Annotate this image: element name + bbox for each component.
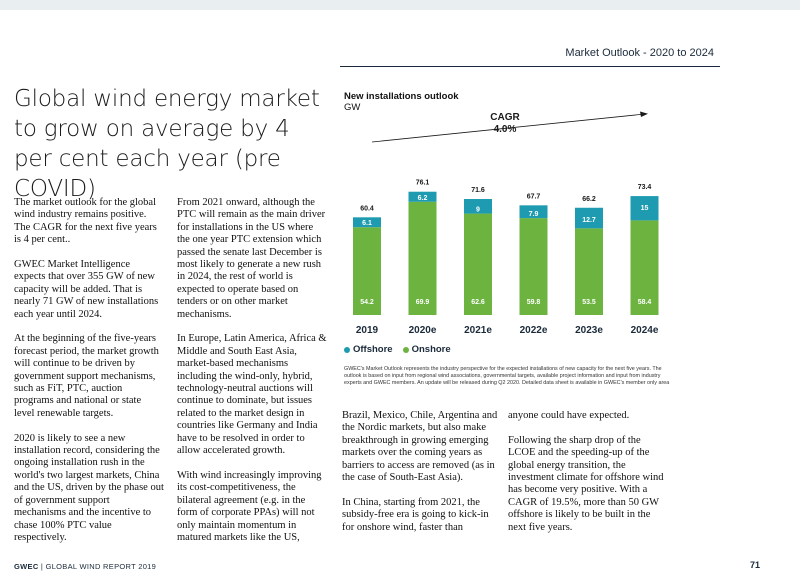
bar-onshore [353,227,381,315]
legend-label-onshore: Onshore [411,344,451,355]
section-rule [340,66,720,67]
data-label-total: 60.4 [360,205,374,212]
chart-unit: GW [344,102,361,113]
bar-group: 54.2 6.1 60.4 2019 69.9 6.2 76.1 2020e 62.6 9 71.6… [353,180,659,336]
onshore-swatch-icon [402,346,409,353]
chart-legend: Offshore Onshore [344,344,451,355]
data-label-offshore: 15 [641,205,649,212]
x-tick-label: 2020e [409,325,437,336]
text-column-4: anyone could have expected. Following th… [508,410,668,546]
data-label-total: 67.7 [527,193,541,200]
bar-onshore [519,218,548,315]
x-tick-label: 2019 [356,325,379,336]
bar-onshore [575,228,603,315]
data-label-offshore: 9 [476,207,480,214]
bar-onshore [408,201,437,315]
legend-label-offshore: Offshore [353,344,393,355]
bar-offshore [408,191,437,202]
section-title: Market Outlook - 2020 to 2024 [565,47,714,59]
bar-offshore [630,196,659,221]
bar-offshore [575,207,603,229]
legend-item-offshore: Offshore [344,344,393,355]
data-label-onshore: 59.8 [527,299,541,306]
paragraph: 2020 is likely to see a new installation… [14,432,164,543]
footer-report-title: GLOBAL WIND REPORT 2019 [45,562,157,571]
paragraph: From 2021 onward, although the PTC will … [177,197,326,320]
text-column-1: The market outlook for the global wind i… [14,197,164,557]
data-label-offshore: 7.9 [529,211,539,218]
paragraph: At the beginning of the five-years forec… [14,333,159,419]
data-label-offshore: 6.2 [418,195,428,202]
paragraph: anyone could have expected. [508,410,630,421]
cagr-arrow-head [640,111,648,117]
data-label-onshore: 54.2 [360,299,374,306]
data-label-total: 66.2 [582,196,596,203]
bar-offshore [519,205,548,219]
bar-offshore [464,199,492,214]
data-label-onshore: 58.4 [638,299,652,306]
paragraph: With wind increasingly improving its cos… [177,469,322,543]
data-label-offshore: 6.1 [362,220,372,227]
legend-item-onshore: Onshore [402,344,451,355]
footer: GWEC | GLOBAL WIND REPORT 2019 [14,562,156,571]
data-label-total: 71.6 [471,187,485,194]
paragraph: In Europe, Latin America, Africa & Middl… [177,333,327,457]
footer-brand: GWEC [14,562,39,571]
chart-footnote: GWEC's Market Outlook represents the ind… [344,366,670,386]
text-column-3: Brazil, Mexico, Chile, Argentina and the… [342,410,502,546]
text-column-2: From 2021 onward, although the PTC will … [177,197,327,557]
paragraph: Brazil, Mexico, Chile, Argentina and the… [342,410,498,484]
paragraph: GWEC Market Intelligence expects that ov… [14,259,159,320]
footer-separator: | [40,562,44,571]
data-label-total: 73.4 [638,184,652,191]
bar-onshore [464,213,492,315]
paragraph: Following the sharp drop of the LCOE and… [508,434,664,533]
chart-title: New installations outlook [344,91,459,102]
paragraph: The market outlook for the global wind i… [14,197,157,246]
data-label-offshore: 12.7 [582,217,596,224]
data-label-onshore: 69.9 [416,299,430,306]
cagr-arrow-line [371,113,646,143]
paragraph: In China, starting from 2021, the subsid… [342,496,489,533]
offshore-swatch-icon [344,346,350,353]
page-number: 71 [749,560,760,570]
x-tick-label: 2021e [464,325,492,336]
bar-offshore [353,217,381,228]
x-tick-label: 2022e [520,325,548,336]
cagr-label: CAGR [490,112,520,123]
x-tick-label: 2024e [631,325,659,336]
headline: Global wind energy market to grow on ave… [14,86,320,202]
data-label-onshore: 53.5 [582,299,596,306]
cagr-value: 4.0% [494,124,517,135]
cagr-annotation: CAGR 4.0% [371,111,648,143]
top-bar [0,0,800,10]
installations-chart: CAGR 4.0% 54.2 6.1 60.4 2019 69.9 6.2 76.1 2020… [353,111,659,336]
data-label-total: 76.1 [416,180,430,187]
data-label-onshore: 62.6 [471,299,485,306]
bar-onshore [630,220,659,315]
x-tick-label: 2023e [575,325,603,336]
